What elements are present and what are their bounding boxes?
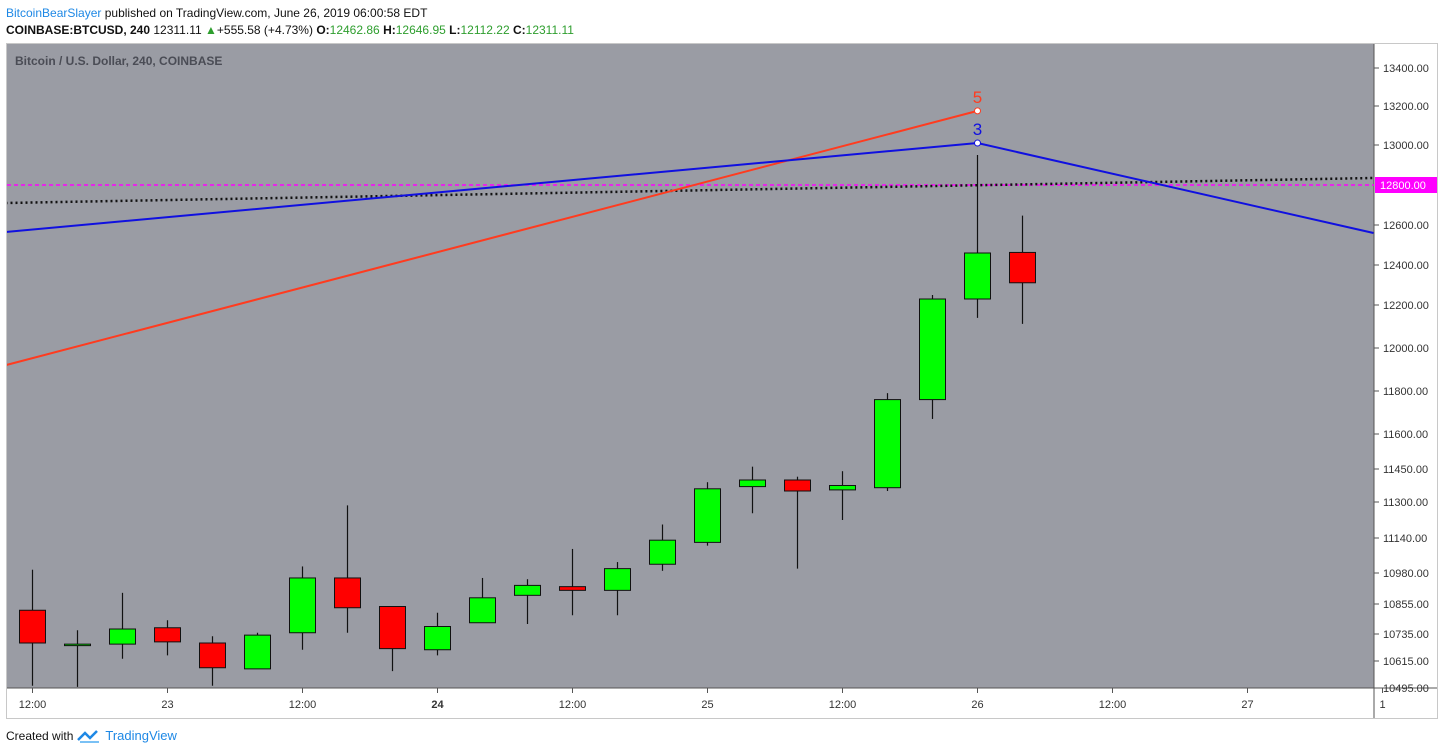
high-value: 12646.95 xyxy=(395,23,446,37)
footer: Created with TradingView xyxy=(6,728,177,743)
x-tick-label: 27 xyxy=(1241,699,1253,711)
candle-down xyxy=(154,627,181,643)
candle-down xyxy=(784,479,811,492)
candle-up xyxy=(514,584,541,596)
y-tick-label: 12400.00 xyxy=(1383,260,1429,272)
low-label: L: xyxy=(449,23,461,37)
tradingview-brand-link[interactable]: TradingView xyxy=(105,728,177,743)
x-tick-label: 24 xyxy=(431,699,444,711)
quote-line: COINBASE:BTCUSD, 240 12311.11 ▲+555.58 (… xyxy=(6,23,574,37)
candle-up xyxy=(244,634,271,670)
candle-up xyxy=(874,399,901,489)
candle-down xyxy=(559,586,586,591)
y-tick-label: 10735.00 xyxy=(1383,629,1429,641)
price-chart[interactable]: Bitcoin / U.S. Dollar, 240, COINBASE 1340… xyxy=(5,44,1437,718)
level-price-label: 12800.00 xyxy=(1380,180,1426,192)
close-label: C: xyxy=(512,23,526,37)
low-value: 12112.22 xyxy=(460,23,510,37)
candle-up xyxy=(424,626,451,651)
open-label: O: xyxy=(316,23,330,37)
y-tick-label: 11300.00 xyxy=(1383,497,1428,509)
x-tick-label: 12:00 xyxy=(1099,699,1127,711)
up-arrow-icon: ▲ xyxy=(205,23,217,37)
candle-up xyxy=(604,568,631,591)
chart-container[interactable]: Bitcoin / U.S. Dollar, 240, COINBASE 1340… xyxy=(5,43,1438,719)
close-value: 12311.11 xyxy=(525,23,574,37)
candle-up xyxy=(964,252,991,300)
candle-up xyxy=(289,577,316,634)
candle-up xyxy=(829,485,856,491)
trendline-node xyxy=(974,107,981,115)
x-tick-label: 12:00 xyxy=(289,699,317,711)
candle-up xyxy=(919,298,946,401)
y-tick-label: 10495.00 xyxy=(1383,683,1429,695)
candle-up xyxy=(739,479,766,488)
chart-title: Bitcoin / U.S. Dollar, 240, COINBASE xyxy=(15,54,222,68)
created-with-text: Created with xyxy=(6,728,74,743)
wave-count-label: 5 xyxy=(973,88,982,107)
y-tick-label: 11450.00 xyxy=(1383,464,1428,476)
symbol-label: COINBASE:BTCUSD, 240 xyxy=(6,23,151,37)
candle-up xyxy=(64,643,91,647)
author-link[interactable]: BitcoinBearSlayer xyxy=(6,6,102,20)
y-tick-label: 13400.00 xyxy=(1383,63,1429,75)
publish-info: BitcoinBearSlayer published on TradingVi… xyxy=(6,6,427,20)
candle-up xyxy=(694,488,721,543)
high-label: H: xyxy=(383,23,396,37)
y-tick-label: 12200.00 xyxy=(1383,300,1429,312)
y-tick-label: 10615.00 xyxy=(1383,656,1429,668)
y-tick-label: 13200.00 xyxy=(1383,101,1429,113)
trendline xyxy=(5,109,978,367)
open-value: 12462.86 xyxy=(329,23,380,37)
x-tick-label: 26 xyxy=(971,699,983,711)
x-tick-label: 25 xyxy=(701,699,713,711)
trendline-node xyxy=(974,139,981,147)
price-change: +555.58 (+4.73%) xyxy=(216,23,313,37)
candle-down xyxy=(19,609,46,644)
candle-down xyxy=(1009,251,1036,284)
y-tick-label: 11600.00 xyxy=(1383,429,1428,441)
tradingview-logo-icon xyxy=(77,729,100,743)
candle-down xyxy=(334,577,361,609)
x-tick-label: 12:00 xyxy=(829,699,857,711)
x-tick-label: 12:00 xyxy=(559,699,587,711)
candle-up xyxy=(469,597,496,624)
x-tick-label: 1 xyxy=(1379,699,1385,711)
publish-text: published on TradingView.com, June 26, 2… xyxy=(104,6,428,20)
level-price-tag xyxy=(1375,177,1437,193)
y-tick-label: 10980.00 xyxy=(1383,568,1429,580)
candle-down xyxy=(379,606,406,650)
y-tick-label: 12000.00 xyxy=(1383,343,1429,355)
x-tick-label: 12:00 xyxy=(19,699,47,711)
candle-up xyxy=(649,539,676,565)
plot-background xyxy=(7,44,1374,688)
y-tick-label: 11140.00 xyxy=(1383,533,1427,545)
x-tick-label: 23 xyxy=(161,699,173,711)
candle-down xyxy=(199,642,226,669)
wave-count-label: 3 xyxy=(973,120,982,139)
last-price: 12311.11 xyxy=(153,23,202,37)
y-tick-label: 10855.00 xyxy=(1383,599,1429,611)
y-tick-label: 12600.00 xyxy=(1383,220,1429,232)
y-tick-label: 11800.00 xyxy=(1383,386,1428,398)
candle-up xyxy=(109,628,136,645)
y-tick-label: 13000.00 xyxy=(1383,140,1429,152)
